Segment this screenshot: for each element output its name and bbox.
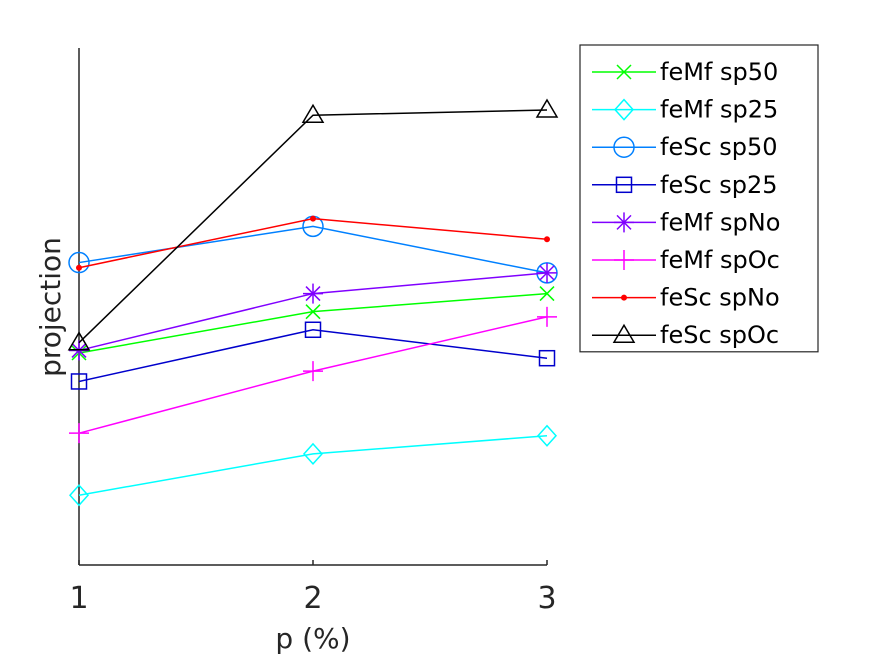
x-tick-label: 3 xyxy=(537,581,556,616)
legend-item: feSc sp25 xyxy=(592,171,778,199)
data-point xyxy=(612,323,636,343)
data-point xyxy=(305,304,321,320)
data-point xyxy=(68,484,90,507)
legend-item: feSc spOc xyxy=(592,321,779,349)
x-axis-label: p (%) xyxy=(275,622,350,655)
series-line xyxy=(78,109,548,344)
data-point xyxy=(310,215,316,222)
data-point xyxy=(67,331,91,351)
series-line xyxy=(78,329,548,383)
legend-label: feMf sp50 xyxy=(660,58,778,86)
legend-label: feMf sp25 xyxy=(660,96,778,124)
data-point xyxy=(536,424,558,447)
axes xyxy=(78,48,547,566)
data-point xyxy=(615,176,633,194)
series-femf-spno xyxy=(69,262,557,361)
data-point xyxy=(614,212,634,233)
series-line xyxy=(78,225,548,274)
data-point xyxy=(544,236,550,243)
legend-item: feMf sp50 xyxy=(592,58,778,86)
data-point xyxy=(304,321,322,339)
x-tick-label: 1 xyxy=(69,581,88,616)
data-point xyxy=(69,340,89,361)
y-axis-label: projection xyxy=(34,237,67,377)
legend-label: feSc spNo xyxy=(660,284,780,312)
data-point xyxy=(537,262,557,283)
legend-item: feSc spNo xyxy=(592,284,780,312)
series-line xyxy=(78,435,548,496)
legend-item: feSc sp50 xyxy=(592,133,778,161)
legend-label: feSc spOc xyxy=(660,321,779,349)
legend-box xyxy=(579,44,819,353)
legend-label: feMf spOc xyxy=(660,246,780,274)
legend-label: feSc sp50 xyxy=(660,133,778,161)
series-fesc-sp50 xyxy=(68,215,558,284)
legend-item: feMf sp25 xyxy=(592,96,778,124)
data-point xyxy=(303,283,323,304)
series-femf-sp25 xyxy=(68,424,558,507)
data-point xyxy=(303,361,323,382)
data-point xyxy=(538,349,556,367)
data-point xyxy=(539,286,555,302)
series-fesc-spno xyxy=(76,215,550,271)
data-point xyxy=(301,103,325,123)
data-point xyxy=(613,136,635,158)
data-point xyxy=(621,294,627,301)
legend-label: feMf spNo xyxy=(660,208,780,236)
data-point xyxy=(68,251,90,274)
data-point xyxy=(70,373,88,390)
legend: feMf sp50 feMf sp25 feSc sp50 feSc sp25 feMf… xyxy=(579,44,819,353)
series-fesc-spoc xyxy=(67,98,559,351)
series-layer xyxy=(67,98,559,507)
legend-item: feMf spNo xyxy=(592,208,780,236)
legend-label: feSc sp25 xyxy=(660,171,778,199)
series-femf-spoc xyxy=(69,306,557,444)
data-point xyxy=(614,250,634,270)
legend-item: feMf spOc xyxy=(592,246,780,274)
data-point xyxy=(535,98,559,118)
data-point xyxy=(613,98,635,121)
data-point xyxy=(302,442,324,465)
x-tick-label: 2 xyxy=(303,581,322,616)
data-point xyxy=(616,64,632,80)
data-point xyxy=(537,306,557,327)
data-point xyxy=(69,423,89,444)
data-point xyxy=(76,264,82,271)
series-fesc-sp25 xyxy=(70,321,556,390)
x-ticks: 1 2 3 xyxy=(69,560,557,616)
